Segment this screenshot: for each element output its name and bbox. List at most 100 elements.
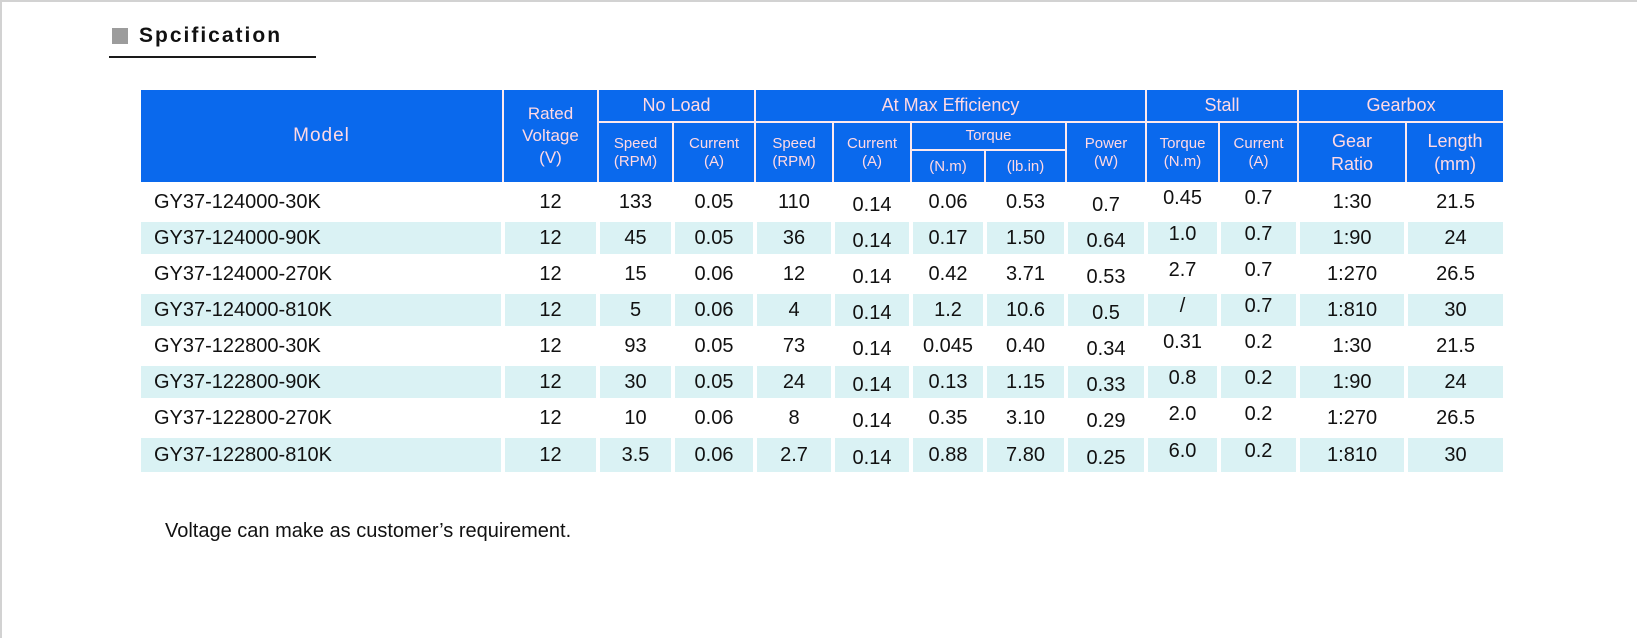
cell-maxeff-speed-rpm: 73: [753, 326, 835, 366]
cell-maxeff-speed-rpm: 12: [753, 254, 835, 294]
col-header-torque-nm: (N.m): [910, 149, 986, 185]
cell-maxeff-current-a: 0.14: [831, 326, 913, 366]
cell-maxeff-torque-lbin: 1.15: [983, 362, 1068, 402]
cell-rated-voltage: 12: [501, 398, 600, 438]
cell-stall-current-a: 0.7: [1217, 254, 1301, 294]
cell-maxeff-current-a: 0.14: [831, 254, 913, 294]
col-header-noload-speed: Speed (RPM): [597, 121, 674, 185]
cell-maxeff-torque-lbin: 7.80: [983, 434, 1068, 474]
cell-rated-voltage: 12: [501, 290, 600, 330]
cell-rated-voltage: 12: [501, 362, 600, 402]
cell-maxeff-torque-nm: 0.17: [909, 218, 987, 258]
col-header-gear-ratio: Gear Ratio: [1297, 121, 1408, 185]
cell-maxeff-power-w: 0.33: [1063, 362, 1149, 402]
cell-noload-speed-rpm: 30: [596, 362, 675, 402]
cell-model: GY37-122800-30K: [139, 326, 505, 366]
cell-maxeff-speed-rpm: 4: [753, 290, 835, 330]
cell-gear-ratio: 1:30: [1296, 182, 1409, 222]
section-bullet-icon: [112, 28, 128, 44]
cell-noload-speed-rpm: 10: [596, 398, 675, 438]
cell-maxeff-speed-rpm: 8: [753, 398, 835, 438]
cell-maxeff-power-w: 0.29: [1063, 398, 1149, 438]
cell-maxeff-torque-nm: 1.2: [909, 290, 987, 330]
cell-maxeff-power-w: 0.5: [1063, 290, 1149, 330]
note-text: Voltage can make as customer’s requireme…: [165, 520, 572, 542]
col-header-rated-voltage: Rated Voltage (V): [502, 89, 599, 185]
cell-stall-torque-nm: 6.0: [1144, 434, 1222, 474]
cell-stall-torque-nm: 0.8: [1144, 362, 1222, 402]
section-title-row: Spcification: [112, 24, 282, 48]
group-header-stall: Stall: [1145, 89, 1300, 123]
col-header-model: Model: [140, 89, 504, 185]
col-header-torque-lbin: (lb.in): [984, 149, 1067, 185]
spec-table-container: Model Rated Voltage (V) No Load At Max E…: [139, 89, 1506, 474]
cell-maxeff-current-a: 0.14: [831, 362, 913, 402]
cell-gearbox-length-mm: 30: [1404, 434, 1506, 474]
col-header-stall-torque: Torque (N.m): [1145, 121, 1221, 185]
cell-model: GY37-124000-270K: [139, 254, 505, 294]
cell-stall-torque-nm: 1.0: [1144, 218, 1222, 258]
col-header-maxeff-torque: Torque: [910, 121, 1067, 151]
cell-maxeff-power-w: 0.25: [1063, 434, 1149, 474]
cell-maxeff-torque-lbin: 10.6: [983, 290, 1068, 330]
cell-rated-voltage: 12: [501, 254, 600, 294]
spec-table: Model Rated Voltage (V) No Load At Max E…: [139, 89, 1506, 474]
cell-model: GY37-124000-90K: [139, 218, 505, 258]
cell-maxeff-torque-nm: 0.42: [909, 254, 987, 294]
table-row: GY37-122800-90K 12 30 0.05 24 0.14 0.13 1.15 0.3…: [139, 362, 1506, 402]
table-row: GY37-122800-810K 12 3.5 0.06 2.7 0.14 0.88 7.80…: [139, 434, 1506, 474]
spec-table-body: GY37-124000-30K 12 133 0.05 110 0.14 0.06 0.53 0…: [139, 182, 1506, 474]
cell-model: GY37-122800-90K: [139, 362, 505, 402]
cell-stall-current-a: 0.2: [1217, 434, 1301, 474]
cell-gearbox-length-mm: 24: [1404, 362, 1506, 402]
cell-gear-ratio: 1:810: [1296, 434, 1409, 474]
title-underline: [109, 56, 316, 58]
cell-stall-current-a: 0.2: [1217, 362, 1301, 402]
cell-gearbox-length-mm: 21.5: [1404, 182, 1506, 222]
cell-maxeff-current-a: 0.14: [831, 434, 913, 474]
cell-stall-torque-nm: 0.45: [1144, 182, 1222, 222]
cell-gear-ratio: 1:30: [1296, 326, 1409, 366]
cell-maxeff-power-w: 0.64: [1063, 218, 1149, 258]
cell-noload-current-a: 0.05: [671, 182, 757, 222]
cell-maxeff-torque-lbin: 3.10: [983, 398, 1068, 438]
cell-model: GY37-122800-810K: [139, 434, 505, 474]
cell-noload-speed-rpm: 133: [596, 182, 675, 222]
cell-maxeff-power-w: 0.7: [1063, 182, 1149, 222]
cell-maxeff-speed-rpm: 36: [753, 218, 835, 258]
cell-maxeff-torque-nm: 0.045: [909, 326, 987, 366]
cell-gearbox-length-mm: 24: [1404, 218, 1506, 258]
col-header-gearbox-length: Length (mm): [1405, 121, 1505, 185]
cell-stall-current-a: 0.2: [1217, 326, 1301, 366]
table-row: GY37-124000-30K 12 133 0.05 110 0.14 0.06 0.53 0…: [139, 182, 1506, 222]
page-title: Spcification: [139, 24, 283, 47]
cell-rated-voltage: 12: [501, 218, 600, 258]
cell-rated-voltage: 12: [501, 326, 600, 366]
cell-maxeff-torque-lbin: 1.50: [983, 218, 1068, 258]
cell-model: GY37-124000-30K: [139, 182, 505, 222]
cell-maxeff-torque-nm: 0.13: [909, 362, 987, 402]
cell-model: GY37-124000-810K: [139, 290, 505, 330]
cell-maxeff-torque-lbin: 3.71: [983, 254, 1068, 294]
cell-maxeff-current-a: 0.14: [831, 398, 913, 438]
cell-noload-current-a: 0.05: [671, 326, 757, 366]
cell-noload-speed-rpm: 5: [596, 290, 675, 330]
group-header-gearbox: Gearbox: [1297, 89, 1505, 123]
spec-table-header: Model Rated Voltage (V) No Load At Max E…: [140, 89, 1505, 185]
table-row: GY37-124000-810K 12 5 0.06 4 0.14 1.2 10.6 0.5/0…: [139, 290, 1506, 330]
cell-gearbox-length-mm: 26.5: [1404, 254, 1506, 294]
cell-maxeff-current-a: 0.14: [831, 290, 913, 330]
cell-rated-voltage: 12: [501, 434, 600, 474]
cell-gear-ratio: 1:810: [1296, 290, 1409, 330]
cell-maxeff-torque-nm: 0.88: [909, 434, 987, 474]
cell-maxeff-torque-lbin: 0.53: [983, 182, 1068, 222]
cell-stall-torque-nm: 2.0: [1144, 398, 1222, 438]
table-row: GY37-122800-270K 12 10 0.06 8 0.14 0.35 3.10 0.2…: [139, 398, 1506, 438]
cell-noload-current-a: 0.05: [671, 218, 757, 258]
cell-maxeff-power-w: 0.53: [1063, 254, 1149, 294]
cell-noload-current-a: 0.06: [671, 290, 757, 330]
cell-stall-current-a: 0.7: [1217, 182, 1301, 222]
cell-gearbox-length-mm: 30: [1404, 290, 1506, 330]
cell-noload-speed-rpm: 15: [596, 254, 675, 294]
